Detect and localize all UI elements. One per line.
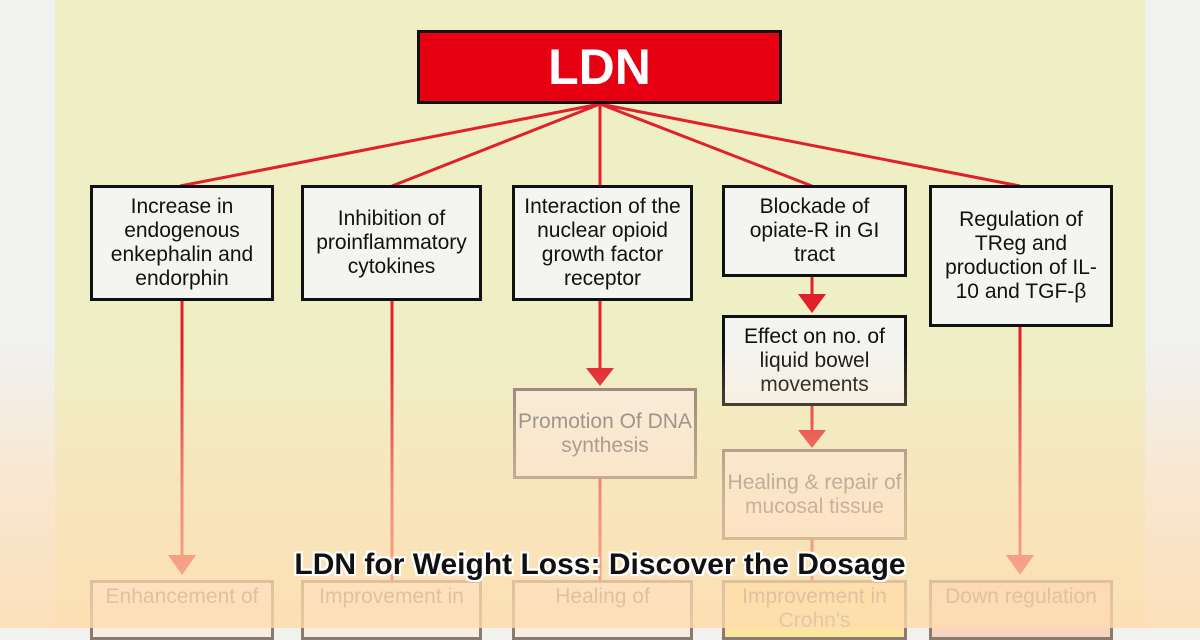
arrowhead xyxy=(586,368,614,386)
arrowhead xyxy=(798,430,826,448)
line-to-4 xyxy=(599,102,813,188)
arrowhead xyxy=(798,294,826,313)
mechanism-box-5: Regulation of TReg and production of IL-… xyxy=(929,185,1113,327)
effect-box: Effect on no. of liquid bowel movements xyxy=(722,315,907,406)
outcome-box-3: Healing of xyxy=(512,580,693,640)
line-to-5 xyxy=(599,102,1021,188)
promotion-box: Promotion Of DNA synthesis xyxy=(513,388,697,479)
mechanism-box-2: Inhibition of proinflammatory cytokines xyxy=(301,185,482,301)
mechanism-box-1: Increase in endogenous enkephalin and en… xyxy=(90,185,274,301)
outcome-box-4: Improvement in Crohn's xyxy=(722,580,907,640)
outcome-box-2: Improvement in xyxy=(301,580,482,640)
caption-title: LDN for Weight Loss: Discover the Dosage xyxy=(294,548,906,581)
mechanism-box-3: Interaction of the nuclear opioid growth… xyxy=(512,185,693,301)
mechanism-box-4: Blockade of opiate-R in GI tract xyxy=(722,185,907,277)
line-to-1 xyxy=(179,102,601,188)
line-to-2 xyxy=(391,102,601,188)
outcome-box-5: Down regulation xyxy=(929,580,1113,640)
ldn-root-box: LDN xyxy=(417,30,782,104)
outcome-box-1: Enhancement of xyxy=(90,580,274,640)
healing-box: Healing & repair of mucosal tissue xyxy=(722,449,907,540)
